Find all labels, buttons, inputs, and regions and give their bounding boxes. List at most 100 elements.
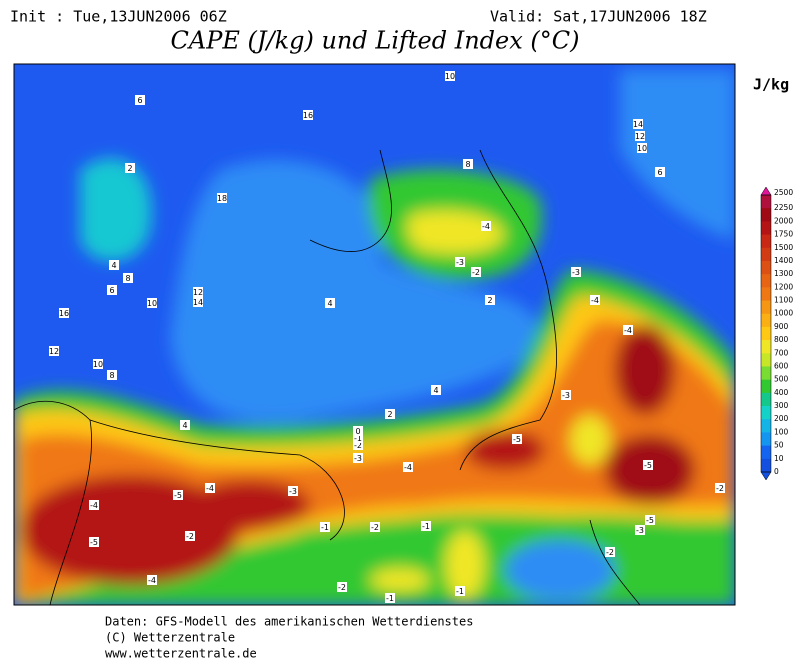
contour-label: -3 — [354, 454, 362, 463]
contour-label: -4 — [591, 296, 599, 305]
colorbar-segment — [761, 300, 771, 315]
colorbar-label: 2250 — [774, 203, 793, 212]
colorbar-cap — [760, 471, 772, 481]
contour-label: -1 — [386, 594, 394, 603]
contour-label: 4 — [327, 299, 332, 308]
contour-label: -4 — [624, 326, 632, 335]
contour-label-bg — [561, 390, 571, 400]
colorbar-label: 0 — [774, 467, 779, 476]
contour-label: -3 — [289, 487, 297, 496]
contour-label: -4 — [90, 501, 98, 510]
contour-label-bg — [590, 295, 600, 305]
contour-label: 6 — [657, 168, 662, 177]
contour-label-bg — [605, 547, 615, 557]
contour-label: 14 — [633, 120, 643, 129]
contour-label-bg — [645, 515, 655, 525]
colorbar-label: 2500 — [774, 188, 793, 197]
contour-label: -5 — [513, 435, 521, 444]
contour-label-bg — [193, 297, 203, 307]
contour-label: 10 — [147, 299, 157, 308]
colorbar-label: 500 — [774, 375, 789, 384]
colorbar-segment — [761, 445, 771, 460]
contour-label-bg — [512, 434, 522, 444]
contour-label-bg — [655, 167, 665, 177]
footer-line: (C) Wetterzentrale — [105, 631, 235, 645]
contour-label: -1 — [422, 522, 430, 531]
contour-label: -5 — [644, 461, 652, 470]
colorbar-segment — [761, 406, 771, 420]
colorbar-segment — [761, 379, 771, 394]
colorbar-segment — [761, 458, 771, 473]
contour-label: -2 — [338, 583, 346, 592]
colorbar-segment — [761, 432, 771, 447]
colorbar-segment — [761, 313, 771, 328]
contour-label: -2 — [716, 484, 724, 493]
contour-label: -2 — [371, 523, 379, 532]
contour-label-bg — [107, 285, 117, 295]
colorbar-label: 400 — [774, 388, 789, 397]
contour-label-bg — [123, 273, 133, 283]
contour-label-bg — [353, 453, 363, 463]
contour-label: 16 — [59, 309, 69, 318]
title: CAPE (J/kg) und Lifted Index (°C) — [171, 27, 580, 55]
colorbar-segment — [761, 287, 771, 302]
contour-label: -5 — [646, 516, 654, 525]
contour-label-bg — [481, 221, 491, 231]
contour-label-bg — [89, 500, 99, 510]
colorbar-label: 700 — [774, 348, 789, 357]
colorbar-cap — [760, 186, 772, 196]
contour-label-bg — [59, 308, 69, 318]
contour-label-bg — [635, 525, 645, 535]
colorbar-segment — [761, 353, 771, 367]
contour-label-bg — [637, 143, 647, 153]
contour-label-bg — [173, 490, 183, 500]
valid-time: Valid: Sat,17JUN2006 18Z — [490, 8, 707, 26]
contour-label: -3 — [456, 258, 464, 267]
contour-label-bg — [353, 426, 363, 436]
colorbar-segment — [761, 195, 771, 209]
contour-label: -2 — [354, 441, 362, 450]
contour-label-bg — [325, 298, 335, 308]
contour-label: -3 — [572, 268, 580, 277]
map-frame — [13, 63, 736, 606]
contour-label-bg — [147, 575, 157, 585]
contour-label: -4 — [404, 463, 412, 472]
contour-label-bg — [135, 95, 145, 105]
contour-label-bg — [93, 359, 103, 369]
colorbar-segment — [761, 340, 771, 354]
colorbar-label: 1000 — [774, 309, 793, 318]
contour-label: -1 — [456, 587, 464, 596]
contour-label: 10 — [93, 360, 103, 369]
coastlines — [14, 149, 641, 605]
contour-label-bg — [320, 522, 330, 532]
colorbar-label: 1500 — [774, 243, 793, 252]
colorbar-label: 600 — [774, 361, 789, 370]
contour-label-bg — [403, 462, 413, 472]
contour-label-bg — [180, 420, 190, 430]
contour-label-bg — [635, 131, 645, 141]
contour-label-bg — [185, 531, 195, 541]
contour-label-bg — [370, 522, 380, 532]
contour-label-bg — [643, 460, 653, 470]
contour-label-bg — [571, 267, 581, 277]
contour-label-bg — [107, 370, 117, 380]
contour-label: -5 — [90, 538, 98, 547]
contour-label: -3 — [636, 526, 644, 535]
contour-label: 12 — [635, 132, 645, 141]
footer-line: Daten: GFS-Modell des amerikanischen Wet… — [105, 615, 473, 629]
colorbar-label: 1400 — [774, 256, 793, 265]
colorbar-segment — [761, 260, 771, 275]
contour-label: 2 — [387, 410, 392, 419]
contour-label-bg — [353, 433, 363, 443]
init-time: Init : Tue,13JUN2006 06Z — [10, 8, 227, 26]
contour-label: 4 — [433, 386, 438, 395]
contour-label: 10 — [637, 144, 647, 153]
contour-label-bg — [125, 163, 135, 173]
colorbar-segment — [761, 234, 771, 249]
contour-label-bg — [109, 260, 119, 270]
contour-label: 4 — [182, 421, 187, 430]
contour-label: 18 — [217, 194, 227, 203]
contour-label: -2 — [186, 532, 194, 541]
